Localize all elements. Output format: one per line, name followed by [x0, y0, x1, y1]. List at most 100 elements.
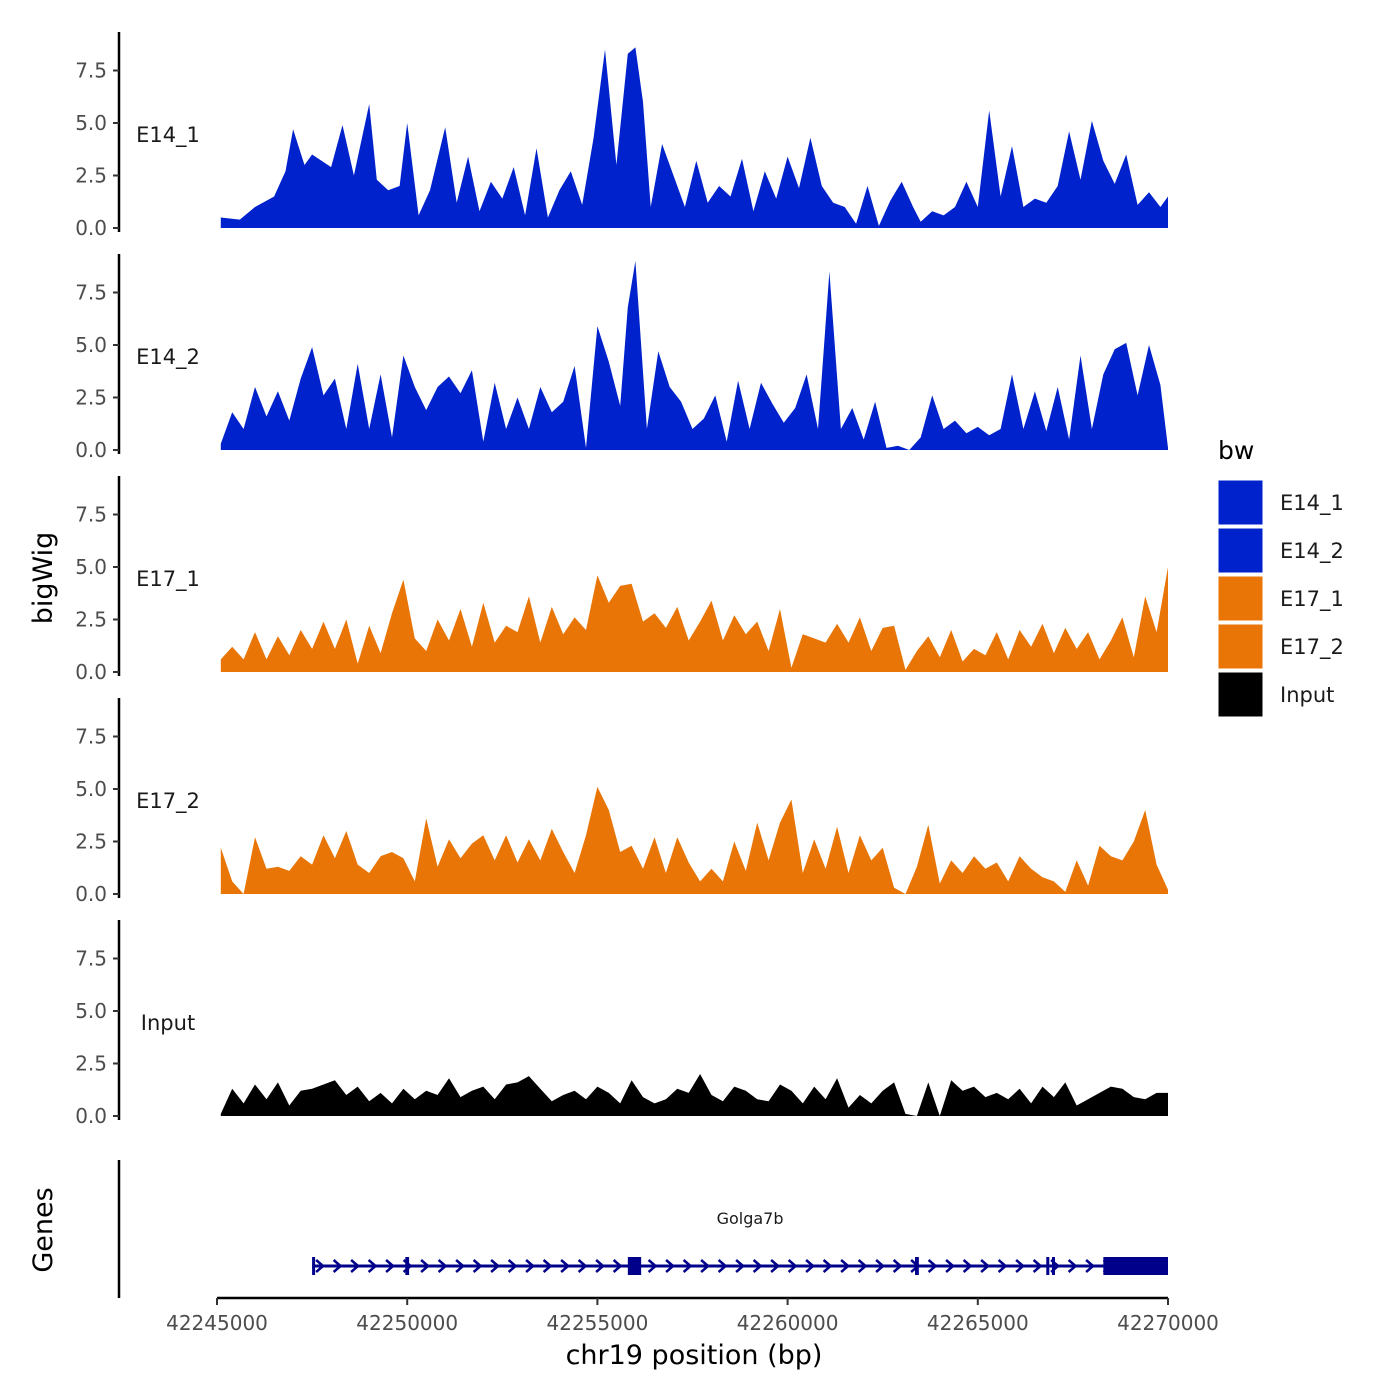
y-tick-label: 0.0	[75, 438, 107, 462]
legend-swatch	[1217, 671, 1264, 718]
legend-label: E14_1	[1280, 491, 1344, 516]
signal-area-input	[220, 1074, 1169, 1116]
y-axis-title: bigWig	[28, 532, 59, 625]
strand-arrow-icon	[980, 1259, 991, 1273]
strand-arrow-icon	[455, 1259, 466, 1273]
strand-arrow-icon	[770, 1259, 781, 1273]
gene-exon	[1046, 1257, 1050, 1275]
gene-exon	[1051, 1257, 1055, 1275]
strand-arrow-icon	[420, 1259, 431, 1273]
y-tick-label: 0.0	[75, 660, 107, 684]
strand-arrow-icon	[612, 1259, 623, 1273]
y-tick-label: 5.0	[75, 111, 107, 135]
x-tick-label: 42250000	[356, 1311, 458, 1335]
strand-arrow-icon	[875, 1259, 886, 1273]
track-input: 0.0 2.5 5.0 7.5 Input	[75, 920, 1169, 1128]
strand-arrow-icon	[542, 1259, 553, 1273]
strand-arrow-icon	[665, 1259, 676, 1273]
strand-arrow-icon	[647, 1259, 658, 1273]
y-tick-label: 7.5	[75, 725, 107, 749]
track-label: Input	[141, 1011, 195, 1035]
strand-arrow-icon	[332, 1259, 343, 1273]
legend-entry: E17_2	[1217, 623, 1344, 670]
strand-arrow-icon	[1067, 1259, 1078, 1273]
legend-entry: E14_1	[1217, 479, 1344, 526]
strand-arrow-icon	[507, 1259, 518, 1273]
x-tick-label: 42265000	[927, 1311, 1029, 1335]
gene-name-label: Golga7b	[717, 1209, 784, 1228]
y-tick-label: 5.0	[75, 999, 107, 1023]
track-e17-2: 0.0 2.5 5.0 7.5 E17_2	[75, 698, 1169, 906]
strand-arrow-icon	[490, 1259, 501, 1273]
legend-label: Input	[1280, 683, 1334, 707]
strand-arrow-icon	[700, 1259, 711, 1273]
track-e14-2: 0.0 2.5 5.0 7.5 E14_2	[75, 254, 1169, 462]
x-tick-label: 42245000	[166, 1311, 268, 1335]
strand-arrow-icon	[857, 1259, 868, 1273]
y-tick-label: 0.0	[75, 1104, 107, 1128]
strand-arrow-icon	[385, 1259, 396, 1273]
strand-arrow-icon	[787, 1259, 798, 1273]
strand-arrow-icon	[735, 1259, 746, 1273]
strand-arrow-icon	[892, 1259, 903, 1273]
y-tick-label: 5.0	[75, 777, 107, 801]
y-tick-label: 7.5	[75, 59, 107, 83]
strand-arrow-icon	[927, 1259, 938, 1273]
legend-label: E17_2	[1280, 635, 1344, 660]
strand-arrow-icon	[1085, 1259, 1096, 1273]
strand-arrow-icon	[560, 1259, 571, 1273]
strand-arrow-icon	[997, 1259, 1008, 1273]
tracks-layer: 0.0 2.5 5.0 7.5 E14_1 0.0 2.5 5.0 7.5 E14_2 0.0 2.5…	[75, 32, 1169, 1128]
track-e17-1: 0.0 2.5 5.0 7.5 E17_1	[75, 476, 1169, 684]
y-tick-label: 2.5	[75, 830, 107, 854]
strand-arrow-icon	[577, 1259, 588, 1273]
y-tick-label: 5.0	[75, 333, 107, 357]
gene-panel: Golga7b	[117, 1160, 1168, 1298]
x-tick-label: 42255000	[547, 1311, 649, 1335]
track-label: E17_2	[136, 789, 200, 814]
legend-swatch	[1217, 479, 1264, 526]
track-e14-1: 0.0 2.5 5.0 7.5 E14_1	[75, 32, 1169, 240]
track-label: E14_2	[136, 345, 200, 370]
strand-arrow-icon	[682, 1259, 693, 1273]
strand-arrow-icon	[1015, 1259, 1026, 1273]
y-tick-label: 0.0	[75, 216, 107, 240]
gene-exon	[312, 1257, 316, 1275]
strand-arrow-icon	[472, 1259, 483, 1273]
track-label: E17_1	[136, 567, 200, 592]
strand-arrow-icon	[595, 1259, 606, 1273]
y-tick-label: 7.5	[75, 281, 107, 305]
gene-exon	[915, 1257, 919, 1275]
signal-area-e14-1	[220, 47, 1169, 229]
gene-panel-title: Genes	[28, 1187, 59, 1272]
y-tick-label: 0.0	[75, 882, 107, 906]
strand-arrow-icon	[822, 1259, 833, 1273]
gene-exon	[1103, 1257, 1168, 1275]
gene-model: Golga7b	[312, 1209, 1168, 1275]
gene-exon	[627, 1257, 642, 1275]
strand-arrow-icon	[752, 1259, 763, 1273]
track-label: E14_1	[136, 123, 200, 148]
strand-arrow-icon	[717, 1259, 728, 1273]
x-axis-title: chr19 position (bp)	[566, 1340, 823, 1371]
gene-exon	[405, 1257, 410, 1275]
y-tick-label: 2.5	[75, 164, 107, 188]
y-tick-label: 7.5	[75, 947, 107, 971]
legend-entry: E14_2	[1217, 527, 1344, 574]
strand-arrow-icon	[350, 1259, 361, 1273]
y-tick-label: 2.5	[75, 386, 107, 410]
legend-title: bw	[1218, 436, 1254, 465]
legend-label: E14_2	[1280, 539, 1344, 564]
legend-swatch	[1217, 575, 1264, 622]
legend: bw E14_1 E14_2 E17_1 E17_2 Input	[1217, 436, 1344, 718]
strand-arrow-icon	[437, 1259, 448, 1273]
strand-arrow-icon	[1032, 1259, 1043, 1273]
y-tick-label: 5.0	[75, 555, 107, 579]
strand-arrow-icon	[840, 1259, 851, 1273]
legend-entry: E17_1	[1217, 575, 1344, 622]
y-tick-label: 7.5	[75, 503, 107, 527]
strand-arrow-icon	[367, 1259, 378, 1273]
legend-label: E17_1	[1280, 587, 1344, 612]
legend-swatch	[1217, 527, 1264, 574]
